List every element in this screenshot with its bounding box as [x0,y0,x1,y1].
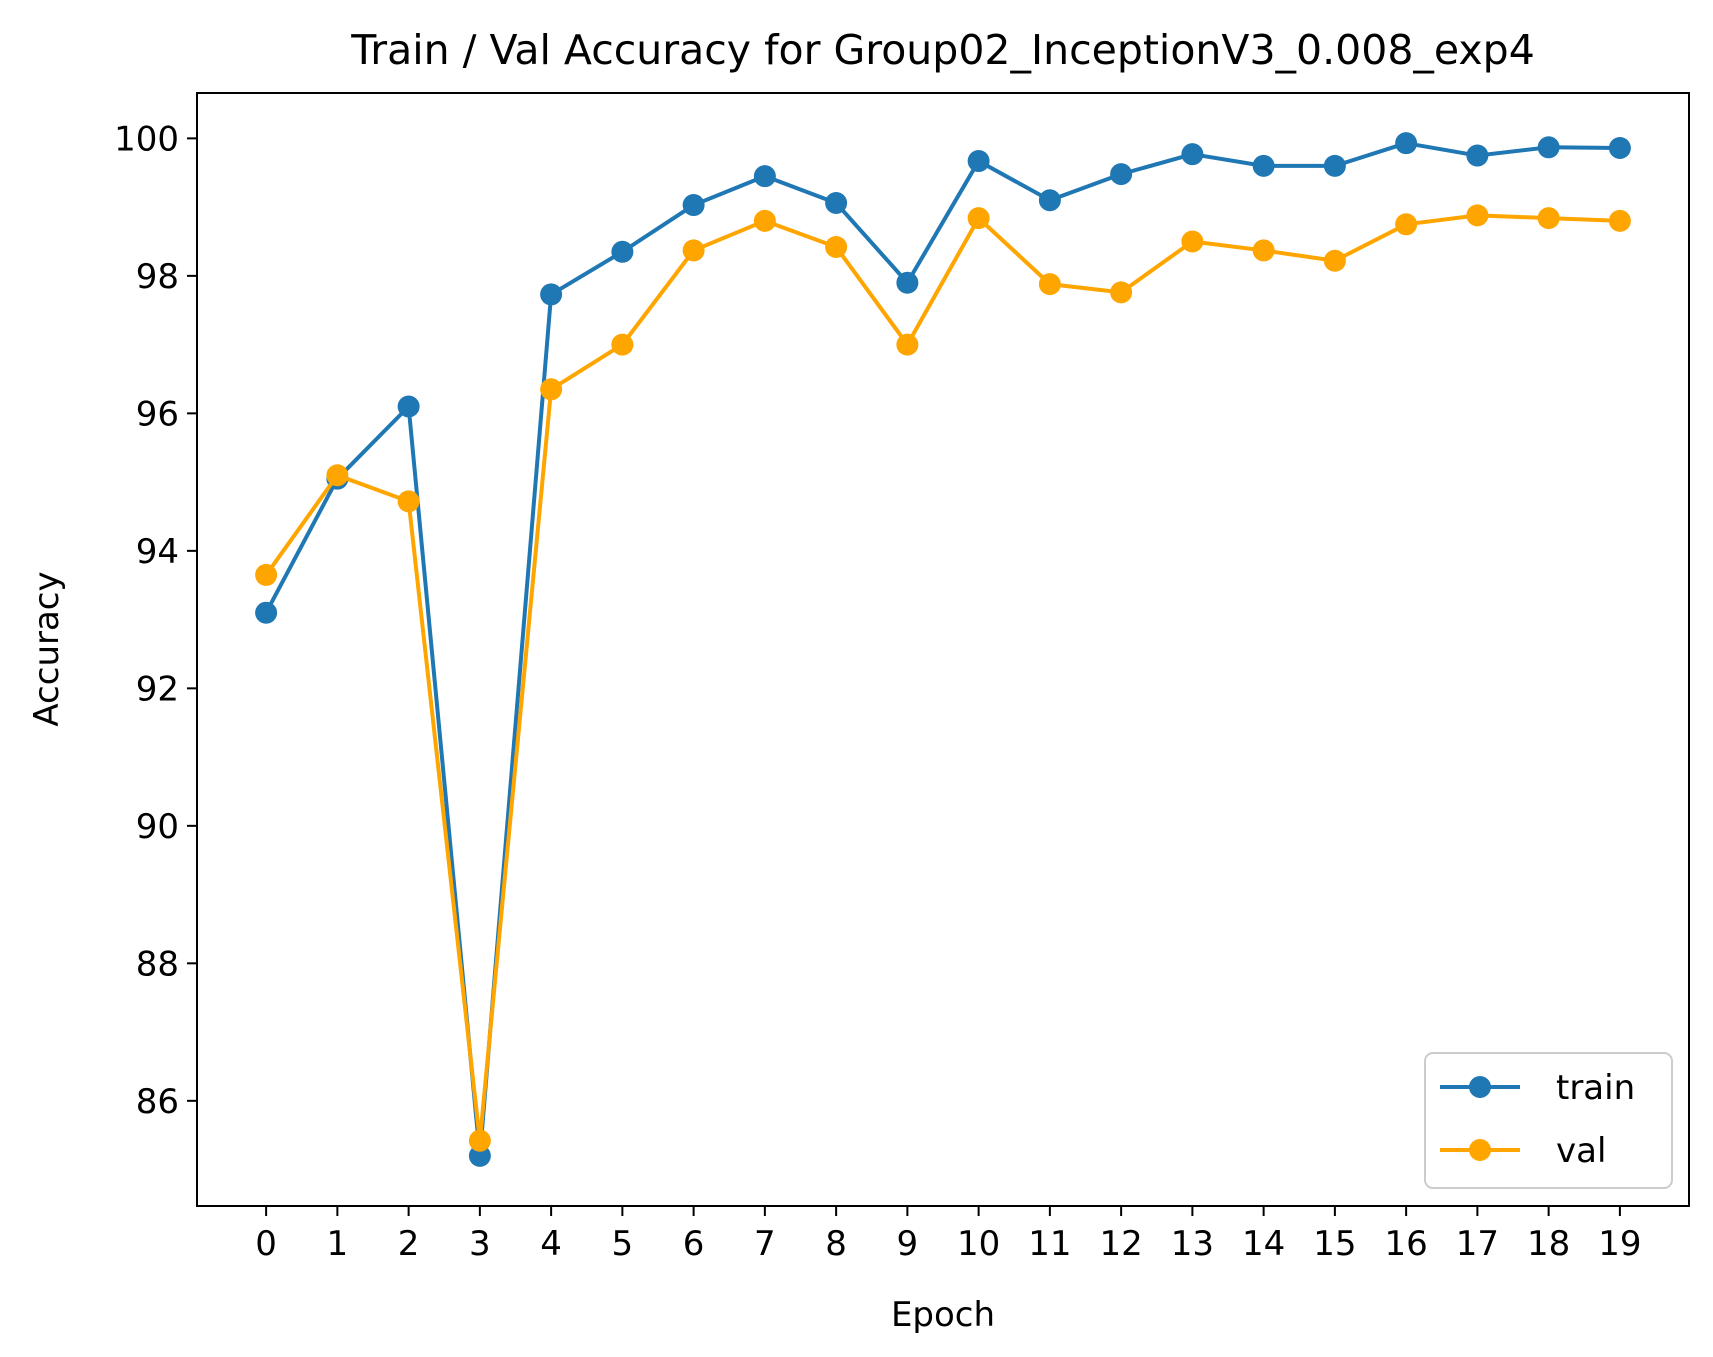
data-point-val [1395,213,1418,236]
data-point-val [397,490,420,513]
x-tick-label: 2 [398,1224,420,1264]
data-point-val [1323,249,1346,272]
y-tick-label: 86 [136,1082,179,1122]
data-point-train [1537,136,1560,159]
data-point-val [1038,273,1061,296]
data-point-train [1181,143,1204,166]
y-tick-label: 98 [136,257,179,297]
data-point-train [825,191,848,214]
plot-area [197,93,1689,1206]
x-tick-label: 16 [1385,1224,1428,1264]
x-tick-label: 8 [825,1224,847,1264]
x-tick-label: 3 [469,1224,491,1264]
data-point-train [1608,136,1631,159]
x-tick-label: 6 [683,1224,705,1264]
x-tick-label: 4 [540,1224,562,1264]
data-point-val [611,333,634,356]
data-point-val [540,378,563,401]
data-point-train [1323,154,1346,177]
chart-title: Train / Val Accuracy for Group02_Incepti… [350,26,1535,74]
data-point-train [468,1144,491,1167]
data-point-val [326,464,349,487]
legend-val-marker [1469,1139,1491,1161]
data-point-val [896,333,919,356]
x-tick-label: 13 [1171,1224,1214,1264]
data-point-train [753,165,776,188]
data-point-train [682,194,705,217]
x-tick-label: 10 [957,1224,1000,1264]
data-point-train [1252,154,1275,177]
data-point-val [1466,204,1489,227]
data-point-train [397,395,420,418]
data-point-val [255,563,278,586]
x-tick-label: 14 [1242,1224,1285,1264]
data-point-val [967,207,990,230]
x-tick-label: 5 [612,1224,634,1264]
x-tick-label: 11 [1028,1224,1071,1264]
y-tick-label: 94 [136,532,179,572]
x-axis-label: Epoch [891,1295,995,1335]
y-tick-label: 100 [114,119,179,159]
series-layer [255,132,1631,1167]
legend-val-label: val [1556,1131,1606,1171]
x-tick-label: 0 [255,1224,277,1264]
x-tick-label: 7 [754,1224,776,1264]
data-point-val [1608,209,1631,232]
data-point-train [1110,163,1133,186]
legend: train val [1424,1052,1673,1189]
x-axis-ticks: 0 1 2 3 4 5 6 7 8 9 10 11 12 13 14 15 16 17 18 19 [255,1206,1642,1264]
legend-train-marker [1469,1076,1491,1098]
x-tick-label: 1 [327,1224,349,1264]
data-point-train [255,601,278,624]
data-point-val [1110,281,1133,304]
y-tick-label: 88 [136,944,179,984]
x-tick-label: 9 [897,1224,919,1264]
x-tick-label: 17 [1456,1224,1499,1264]
data-point-train [1038,189,1061,212]
data-point-val [468,1129,491,1152]
x-tick-label: 12 [1099,1224,1142,1264]
x-tick-label: 18 [1527,1224,1570,1264]
data-point-train [611,240,634,263]
data-point-val [825,235,848,258]
data-point-val [1181,230,1204,253]
y-axis-label: Accuracy [27,571,67,726]
data-point-train [540,283,563,306]
y-axis-ticks: 86 88 90 92 94 96 98 100 [114,119,197,1122]
y-tick-label: 92 [136,669,179,709]
data-point-val [753,209,776,232]
plot-frame [196,92,1690,1207]
legend-train-label: train [1556,1068,1635,1108]
x-tick-label: 19 [1598,1224,1641,1264]
data-point-train [967,150,990,173]
data-point-val [1537,207,1560,230]
data-point-train [1466,144,1489,167]
y-tick-label: 96 [136,394,179,434]
data-point-val [1252,239,1275,262]
y-tick-label: 90 [136,807,179,847]
data-point-val [682,239,705,262]
data-point-train [896,271,919,294]
data-point-train [1395,132,1418,155]
x-tick-label: 15 [1313,1224,1356,1264]
series-line-val [264,213,1620,1143]
